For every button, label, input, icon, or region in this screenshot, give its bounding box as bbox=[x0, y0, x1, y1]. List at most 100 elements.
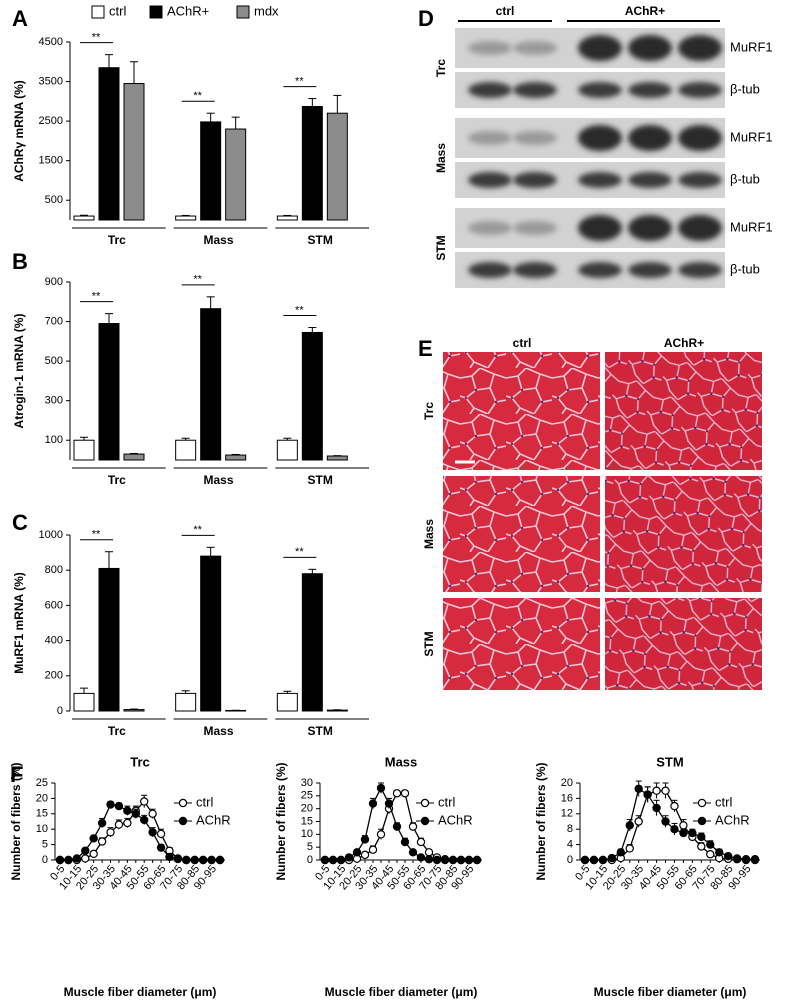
bar bbox=[301, 105, 323, 221]
bar bbox=[225, 454, 247, 461]
point bbox=[64, 855, 73, 865]
blot-band bbox=[628, 82, 672, 98]
point bbox=[652, 786, 661, 795]
point bbox=[106, 800, 115, 809]
y-tick-label: 1500 bbox=[39, 155, 63, 167]
legend-label: ctrl bbox=[196, 794, 213, 809]
chart-title: Mass bbox=[385, 754, 418, 769]
histology-image bbox=[443, 476, 600, 592]
point bbox=[89, 849, 98, 859]
significance-label: ** bbox=[193, 524, 202, 536]
point bbox=[400, 837, 410, 847]
y-axis-label: Number of fibers (%) bbox=[534, 762, 548, 880]
legend-marker bbox=[420, 798, 430, 808]
point bbox=[114, 820, 124, 829]
x-tick-label: STM bbox=[307, 473, 332, 487]
blot-band bbox=[578, 172, 622, 188]
legend-swatch bbox=[149, 5, 163, 19]
point bbox=[81, 846, 90, 855]
point bbox=[440, 855, 450, 865]
y-tick-label: 10 bbox=[301, 828, 313, 840]
y-tick-label: 20 bbox=[301, 803, 313, 815]
bar bbox=[326, 112, 348, 221]
x-tick-label: Mass bbox=[203, 473, 233, 487]
blot-band bbox=[468, 221, 512, 235]
point bbox=[634, 817, 643, 826]
point bbox=[732, 854, 742, 863]
chart-title: STM bbox=[656, 754, 683, 769]
point bbox=[408, 822, 418, 831]
point bbox=[97, 818, 107, 828]
legend-label: mdx bbox=[254, 3, 279, 18]
point bbox=[140, 815, 149, 825]
point bbox=[55, 855, 65, 865]
point bbox=[190, 855, 199, 865]
blot-band bbox=[678, 82, 722, 98]
blot-band bbox=[678, 35, 722, 61]
bar bbox=[276, 439, 298, 461]
bar bbox=[200, 555, 222, 712]
bar bbox=[301, 573, 323, 712]
x-tick-label: Mass bbox=[203, 233, 233, 247]
y-tick-label: 4 bbox=[567, 839, 573, 851]
blot-muscle-label: Trc bbox=[434, 59, 448, 77]
y-tick-label: 300 bbox=[45, 395, 63, 407]
bar bbox=[73, 692, 95, 712]
blot-band bbox=[578, 262, 622, 278]
point bbox=[328, 855, 338, 865]
significance-label: ** bbox=[92, 32, 101, 44]
legend-swatch bbox=[91, 5, 105, 19]
point bbox=[706, 840, 715, 849]
panel-label: D bbox=[418, 6, 434, 31]
panel-label: A bbox=[12, 6, 28, 31]
legend-marker bbox=[178, 816, 188, 826]
point bbox=[392, 789, 402, 798]
point bbox=[384, 799, 394, 808]
point bbox=[697, 832, 706, 842]
point bbox=[424, 848, 434, 857]
point bbox=[598, 855, 608, 865]
y-axis-label: Atrogin-1 mRNA (%) bbox=[12, 314, 26, 429]
point bbox=[182, 855, 191, 865]
blot-band bbox=[513, 221, 557, 235]
bar bbox=[123, 709, 145, 712]
point bbox=[360, 850, 370, 860]
y-tick-label: 25 bbox=[301, 790, 313, 802]
histology-row-label: STM bbox=[422, 631, 436, 656]
blot-band bbox=[578, 215, 622, 241]
histology-image bbox=[443, 598, 600, 690]
y-tick-label: 500 bbox=[45, 194, 63, 206]
point bbox=[580, 855, 590, 865]
y-tick-label: 400 bbox=[45, 635, 63, 647]
legend-label: ctrl bbox=[715, 794, 732, 809]
y-axis-label: MuRF1 mRNA (%) bbox=[12, 572, 26, 674]
point bbox=[464, 855, 474, 865]
point bbox=[652, 803, 661, 813]
point bbox=[679, 828, 688, 838]
histology-column-label: AChR+ bbox=[664, 336, 704, 350]
legend-label: AChR bbox=[438, 812, 473, 827]
histology-row-label: Mass bbox=[422, 519, 436, 549]
bar bbox=[175, 692, 197, 712]
point bbox=[715, 848, 724, 857]
blot-protein-label: MuRF1 bbox=[730, 219, 773, 234]
bar bbox=[200, 308, 222, 461]
x-tick-label: Trc bbox=[108, 473, 126, 487]
significance-label: ** bbox=[193, 90, 202, 102]
significance-label: ** bbox=[193, 274, 202, 286]
y-tick-label: 15 bbox=[301, 815, 313, 827]
significance-label: ** bbox=[92, 529, 101, 541]
blot-band bbox=[513, 131, 557, 145]
y-tick-label: 20 bbox=[561, 777, 573, 789]
significance-label: ** bbox=[295, 304, 304, 316]
histology-row-label: Trc bbox=[422, 402, 436, 420]
y-axis-label: AChRγ mRNA (%) bbox=[12, 80, 26, 182]
y-tick-label: 8 bbox=[567, 823, 573, 835]
point bbox=[344, 853, 354, 862]
legend-label: ctrl bbox=[109, 3, 126, 18]
blot-band bbox=[628, 172, 672, 188]
blot-protein-label: β-tub bbox=[730, 261, 760, 276]
y-tick-label: 12 bbox=[561, 808, 573, 820]
point bbox=[173, 854, 183, 864]
point bbox=[643, 790, 652, 799]
